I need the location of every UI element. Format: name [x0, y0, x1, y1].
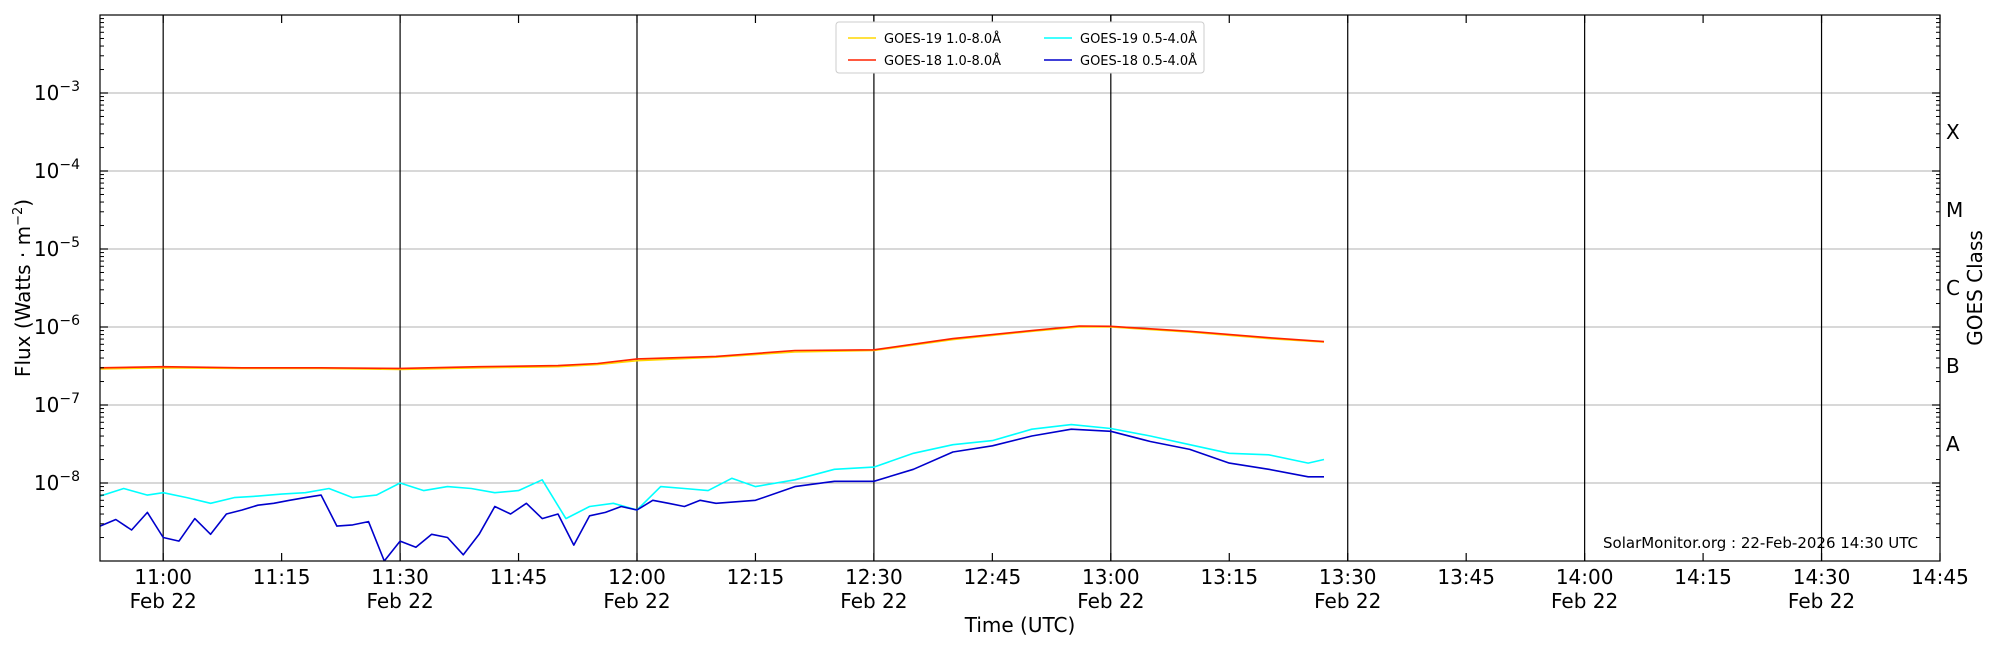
x-tick-date-label: Feb 22: [1077, 589, 1144, 613]
x-tick-label: 13:00: [1082, 565, 1140, 589]
x-tick-label: 11:00: [134, 565, 192, 589]
legend-label: GOES-19 1.0-8.0Å: [884, 31, 1001, 47]
x-tick-date-label: Feb 22: [1314, 589, 1381, 613]
x-tick-date-label: Feb 22: [366, 589, 433, 613]
y-tick-label: 10−8: [34, 469, 80, 495]
series-layer: [100, 325, 1325, 561]
series-line: [100, 423, 1325, 520]
x-tick-label: 12:45: [964, 565, 1022, 589]
plot-frame: [99, 14, 1941, 562]
y-tick-label-base: 10: [34, 159, 59, 183]
series-line: [100, 428, 1324, 561]
x-tick-label: 13:15: [1200, 565, 1258, 589]
x-tick-date-label: Feb 22: [1788, 589, 1855, 613]
y-axis-title-superscript: −2: [11, 207, 26, 226]
grid-layer: [100, 92, 1940, 484]
x-tick-date-label: Feb 22: [1551, 589, 1618, 613]
goes-class-label: A: [1946, 432, 1960, 456]
goes-class-label: B: [1946, 354, 1960, 378]
y-tick-label-base: 10: [34, 393, 59, 417]
x-tick-label: 14:45: [1911, 565, 1969, 589]
y-tick-label-base: 10: [34, 471, 59, 495]
y-axis-ticks: 10−810−710−610−510−410−3: [34, 18, 1940, 539]
x-tick-label: 12:30: [845, 565, 903, 589]
x-tick-date-label: Feb 22: [603, 589, 670, 613]
x-tick-label: 12:00: [608, 565, 666, 589]
y-tick-label-exponent: −7: [59, 391, 80, 407]
y-tick-label: 10−7: [34, 391, 80, 417]
y-tick-label-base: 10: [34, 315, 59, 339]
y-axis-title-close: ): [11, 199, 35, 207]
x-tick-label: 13:30: [1319, 565, 1377, 589]
x-tick-label: 11:15: [253, 565, 311, 589]
y-tick-label-base: 10: [34, 81, 59, 105]
y-tick-label-exponent: −8: [59, 469, 80, 485]
goes-class-axis-title: GOES Class: [1963, 230, 1987, 346]
y-tick-label: 10−6: [34, 313, 80, 339]
y-axis-title: Flux (Watts · m−2): [11, 199, 35, 377]
day-marker-lines: [162, 15, 1823, 561]
x-tick-date-label: Feb 22: [840, 589, 907, 613]
x-tick-label: 14:30: [1793, 565, 1851, 589]
goes-class-label: C: [1946, 276, 1960, 300]
x-tick-label: 14:15: [1674, 565, 1732, 589]
x-tick-label: 12:15: [727, 565, 785, 589]
x-tick-date-label: Feb 22: [130, 589, 197, 613]
plot-background: [100, 15, 1940, 561]
x-tick-label: 14:00: [1556, 565, 1614, 589]
legend-label: GOES-18 1.0-8.0Å: [884, 53, 1001, 69]
y-tick-label: 10−3: [34, 79, 80, 105]
goes-class-labels: A B C M X: [1946, 120, 1963, 456]
legend-label: GOES-18 0.5-4.0Å: [1080, 53, 1197, 69]
y-tick-label-exponent: −4: [59, 157, 80, 173]
legend: GOES-19 1.0-8.0Å GOES-18 1.0-8.0Å GOES-19 …: [835, 21, 1205, 74]
legend-box: [835, 21, 1205, 74]
legend-label: GOES-19 0.5-4.0Å: [1080, 31, 1197, 47]
x-tick-label: 11:30: [371, 565, 429, 589]
y-tick-label: 10−4: [34, 157, 80, 183]
x-axis-title: Time (UTC): [964, 613, 1076, 637]
y-tick-label-exponent: −5: [59, 235, 80, 251]
credit-text: SolarMonitor.org : 22-Feb-2026 14:30 UTC: [1603, 534, 1918, 552]
series-line: [100, 325, 1325, 370]
x-tick-label: 13:45: [1437, 565, 1495, 589]
goes-class-label: X: [1946, 120, 1960, 144]
y-tick-label-base: 10: [34, 237, 59, 261]
y-tick-label: 10−5: [34, 235, 80, 261]
y-tick-label-exponent: −6: [59, 313, 80, 329]
goes-class-label: M: [1946, 198, 1963, 222]
x-tick-label: 11:45: [490, 565, 548, 589]
y-tick-label-exponent: −3: [59, 79, 80, 95]
